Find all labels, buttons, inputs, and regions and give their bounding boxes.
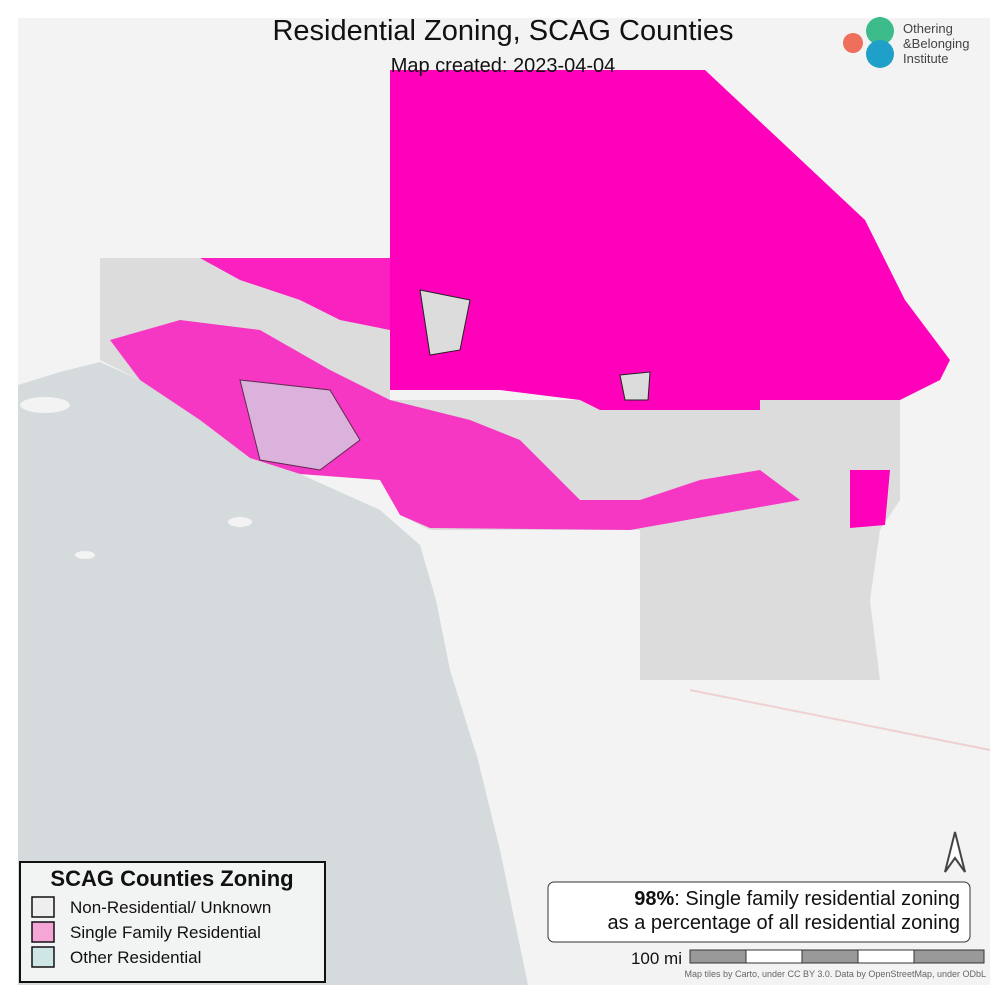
annotation-box — [547, 881, 971, 943]
legend-label: Single Family Residential — [70, 923, 261, 942]
scale-segment — [801, 949, 859, 964]
single-family-area — [110, 320, 800, 530]
city-boundary — [419, 289, 651, 401]
logo-text: Othering — [903, 21, 953, 36]
single-family-area — [200, 258, 390, 330]
legend-title: SCAG Counties Zoning — [50, 866, 293, 891]
annotation-text: : Single family residential zoning — [674, 888, 960, 910]
scale-bar — [689, 949, 985, 964]
scale-segment — [857, 949, 915, 964]
attribution: Map tiles by Carto, under CC BY 3.0. Dat… — [685, 969, 987, 979]
legend-swatch — [31, 946, 55, 968]
border — [689, 689, 991, 751]
legend-label: Non-Residential/ Unknown — [70, 898, 271, 917]
legend: SCAG Counties Zoning Non-Residential/ Un… — [19, 861, 326, 983]
title: Residential Zoning, SCAG Counties — [272, 15, 733, 47]
logo-text: Institute — [903, 51, 949, 66]
logo: Othering &Belonging Institute — [843, 17, 970, 68]
ocean — [18, 362, 528, 985]
subtitle: Map created: 2023-04-04 — [391, 55, 616, 77]
north-arrow — [944, 831, 966, 873]
annotation-text: as a percentage of all residential zonin… — [608, 912, 960, 934]
annotation-line: 98%: Single family residential zoning — [634, 888, 960, 910]
island — [75, 551, 95, 559]
single-family-area — [390, 70, 950, 410]
single-family-area — [850, 470, 890, 528]
logo-dot — [866, 40, 894, 68]
scale-segment — [913, 949, 985, 964]
legend-swatch — [31, 896, 55, 918]
logo-text: &Belonging — [903, 36, 970, 51]
scale-label: 100 mi — [631, 949, 682, 968]
legend-swatch — [31, 921, 55, 943]
annotation-highlight: 98% — [634, 888, 674, 910]
other-residential-area — [239, 379, 361, 471]
legend-box — [19, 861, 326, 983]
logo-dot — [866, 17, 894, 45]
logo-dot — [843, 33, 863, 53]
scale-segment — [745, 949, 803, 964]
island — [228, 517, 252, 527]
scale-segment — [689, 949, 747, 964]
legend-label: Other Residential — [70, 948, 201, 967]
island — [20, 397, 70, 413]
